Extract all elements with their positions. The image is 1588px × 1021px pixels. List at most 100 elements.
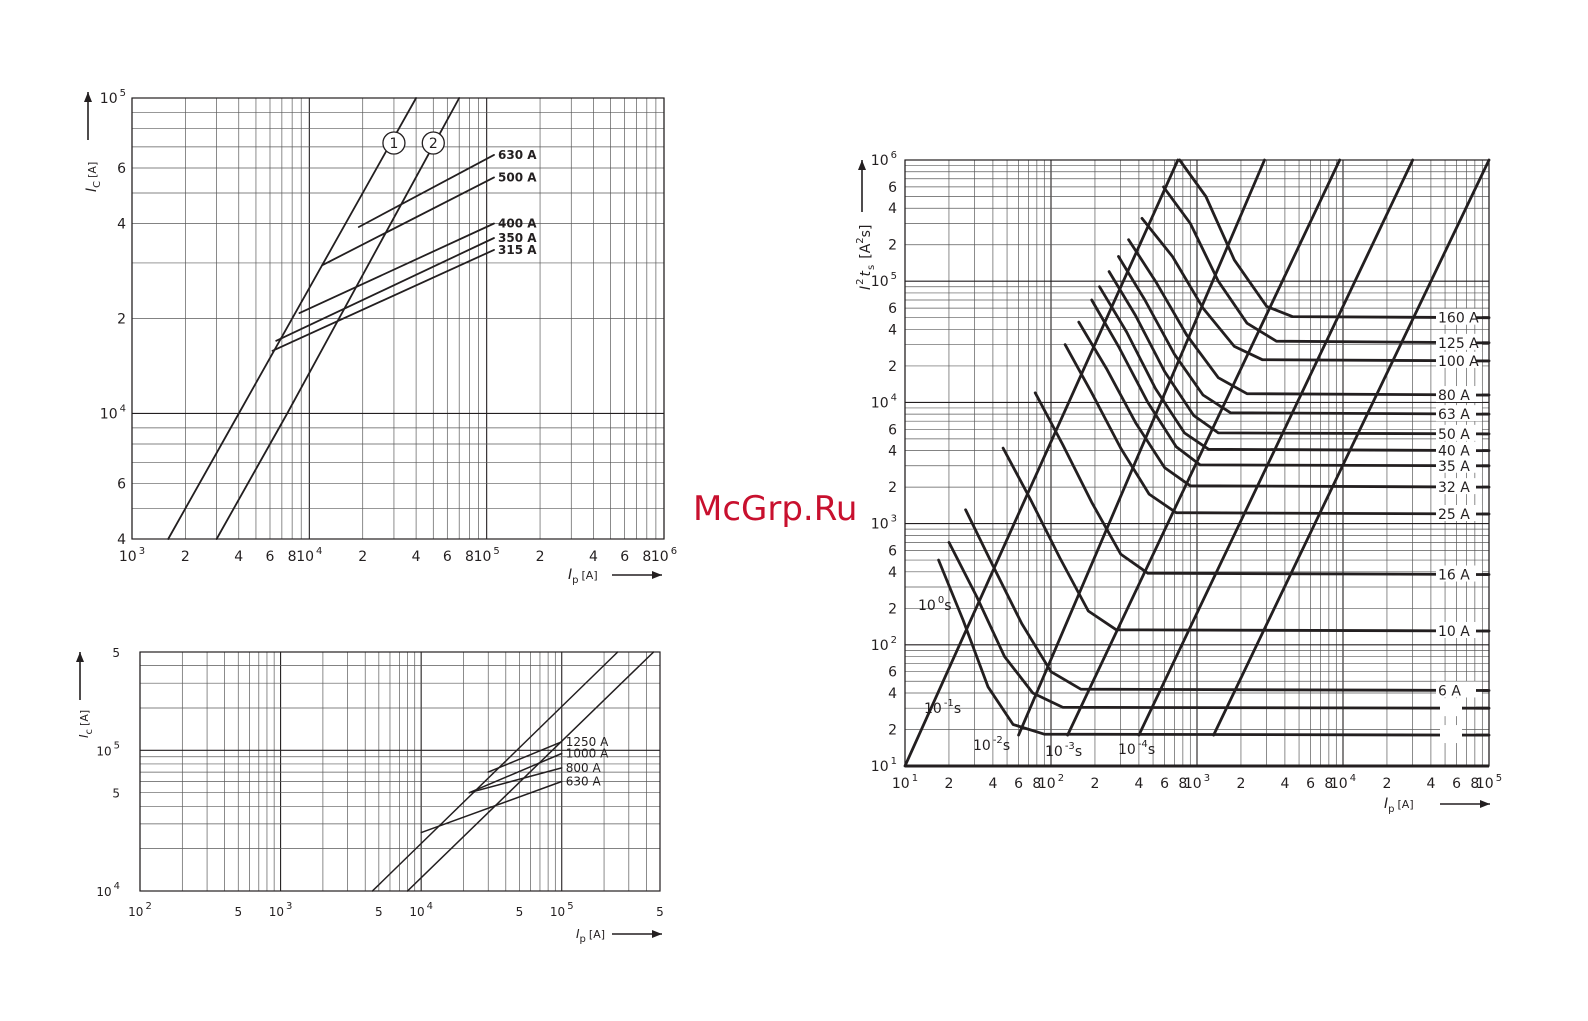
series-label: 10 A bbox=[1438, 624, 1470, 640]
x-tick-label: 2 bbox=[536, 549, 545, 565]
series-label-bg bbox=[1436, 333, 1482, 350]
series-label: 40 A bbox=[1438, 444, 1470, 460]
series-label: 6 A bbox=[1438, 683, 1461, 699]
y-tick-label: 2 bbox=[117, 312, 126, 328]
series-line bbox=[271, 249, 495, 352]
x-tick-label: 2 bbox=[1382, 776, 1391, 792]
x-tick-label: 4 bbox=[1426, 776, 1435, 792]
series-label: 400 A bbox=[498, 217, 537, 231]
x-axis-label: Ip [A] bbox=[576, 927, 605, 945]
x-tick-label: 6 bbox=[266, 549, 275, 565]
series-label: 16 A bbox=[1438, 568, 1470, 584]
series-curve bbox=[937, 558, 1491, 737]
series-label: 100 A bbox=[1438, 354, 1479, 370]
curve-marker bbox=[421, 131, 445, 155]
series-label: 350 A bbox=[498, 231, 537, 245]
series-label-bg bbox=[1440, 725, 1462, 744]
series-label: 315 A bbox=[498, 243, 537, 257]
x-tick-label: 8 bbox=[1324, 776, 1333, 792]
x-axis-label: Ip [A] bbox=[1384, 796, 1414, 815]
series-curve bbox=[1033, 391, 1491, 576]
series-label-bg bbox=[1436, 351, 1482, 368]
time-line bbox=[1212, 158, 1491, 737]
y-tick-label: 4 bbox=[117, 532, 126, 548]
y-tick-label: 2 bbox=[888, 601, 897, 617]
series-line bbox=[371, 651, 619, 892]
series-curve bbox=[947, 541, 1491, 710]
time-line bbox=[1137, 158, 1415, 737]
x-tick-label: 2 bbox=[1090, 776, 1099, 792]
y-tick-label: 5 bbox=[112, 787, 120, 801]
series-label: 630 A bbox=[566, 775, 602, 789]
y-tick-label: 10 3 bbox=[871, 514, 897, 533]
series-label-bg bbox=[1436, 621, 1482, 638]
series-label: 32 A bbox=[1438, 480, 1470, 496]
series-line bbox=[468, 767, 563, 794]
y-tick-label: 6 bbox=[888, 301, 897, 317]
x-tick-label: 10 3 bbox=[269, 901, 293, 919]
time-line bbox=[903, 158, 1180, 768]
x-axis-arrow-head bbox=[652, 930, 662, 938]
series-label-bg bbox=[1436, 565, 1482, 582]
series-label: 630 A bbox=[498, 148, 537, 162]
y-tick-label: 10 5 bbox=[96, 740, 120, 758]
x-tick-label: 5 bbox=[234, 905, 242, 919]
curve-marker-label: 2 bbox=[429, 136, 438, 152]
series-label: 160 A bbox=[1438, 311, 1479, 327]
y-tick-label: 10 4 bbox=[100, 403, 126, 422]
series-curve bbox=[1090, 298, 1491, 468]
x-tick-label: 8 bbox=[1178, 776, 1187, 792]
x-tick-label: 2 bbox=[1236, 776, 1245, 792]
plot-frame bbox=[139, 651, 661, 892]
y-tick-label: 10 4 bbox=[871, 392, 897, 411]
series-label-bg bbox=[1436, 424, 1482, 441]
curve-marker-label: 1 bbox=[389, 136, 398, 152]
y-tick-label: 4 bbox=[888, 565, 897, 581]
series-line bbox=[468, 752, 563, 794]
series-label-bg bbox=[1436, 441, 1482, 458]
y-tick-label: 6 bbox=[888, 422, 897, 438]
time-line-label: 10 -1s bbox=[924, 698, 961, 717]
plot-frame bbox=[131, 97, 665, 540]
x-tick-label: 10 5 bbox=[1476, 773, 1502, 792]
x-tick-label: 4 bbox=[1134, 776, 1143, 792]
series-label-bg bbox=[1436, 505, 1482, 522]
x-tick-label: 2 bbox=[181, 549, 190, 565]
x-tick-label: 8 bbox=[465, 549, 474, 565]
x-tick-label: 10 4 bbox=[1330, 773, 1356, 792]
y-tick-label: 10 5 bbox=[100, 88, 126, 107]
y-tick-label: 4 bbox=[888, 444, 897, 460]
x-tick-label: 4 bbox=[988, 776, 997, 792]
x-tick-label: 4 bbox=[1280, 776, 1289, 792]
series-line bbox=[298, 222, 495, 314]
x-tick-label: 10 3 bbox=[1184, 773, 1210, 792]
y-tick-label: 6 bbox=[888, 180, 897, 196]
series-line bbox=[167, 97, 417, 540]
y-tick-label: 2 bbox=[888, 480, 897, 496]
y-tick-label: 4 bbox=[888, 201, 897, 217]
series-line bbox=[275, 237, 495, 342]
x-tick-label: 5 bbox=[516, 905, 524, 919]
series-line bbox=[406, 651, 655, 892]
y-tick-label: 2 bbox=[888, 359, 897, 375]
x-tick-label: 5 bbox=[375, 905, 383, 919]
series-label-bg bbox=[1436, 456, 1482, 473]
x-tick-label: 10 3 bbox=[119, 546, 145, 565]
series-label: 125 A bbox=[1438, 336, 1479, 352]
x-axis-label: Ip [A] bbox=[568, 567, 598, 586]
x-tick-label: 6 bbox=[443, 549, 452, 565]
y-axis-arrow-head bbox=[84, 92, 92, 102]
series-line bbox=[420, 780, 563, 834]
grid bbox=[131, 97, 665, 540]
watermark: McGrp.Ru bbox=[693, 489, 857, 529]
x-axis-arrow-head bbox=[652, 571, 662, 579]
y-tick-label: 2 bbox=[888, 723, 897, 739]
series-label: 25 A bbox=[1438, 507, 1470, 523]
x-tick-label: 8 bbox=[1470, 776, 1479, 792]
x-tick-label: 4 bbox=[412, 549, 421, 565]
y-tick-label: 4 bbox=[117, 217, 126, 233]
series-label: 500 A bbox=[498, 170, 537, 184]
